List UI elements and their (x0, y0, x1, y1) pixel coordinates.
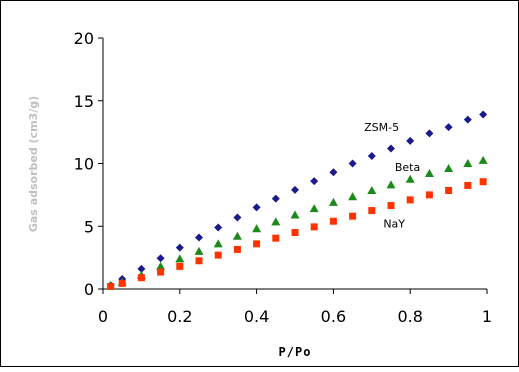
triangle-marker (156, 261, 166, 270)
triangle-marker (424, 169, 434, 178)
y-tick-label: 5 (84, 217, 94, 236)
square-marker (195, 257, 203, 265)
diamond-marker (329, 168, 338, 177)
square-marker (253, 240, 261, 248)
square-marker (233, 245, 241, 253)
series-label: NaY (383, 218, 405, 231)
diamond-marker (406, 136, 415, 145)
square-marker (479, 178, 487, 186)
diamond-marker (387, 144, 395, 153)
square-marker (107, 282, 115, 290)
square-marker (157, 268, 165, 276)
y-tick-label: 10 (74, 155, 94, 174)
diamond-marker (479, 110, 488, 119)
y-tick-label: 20 (74, 29, 94, 48)
diamond-marker (271, 194, 280, 203)
triangle-marker (290, 210, 300, 219)
triangle-marker (328, 197, 338, 206)
series-annotations: ZSM-5 Beta NaY (364, 121, 420, 231)
square-marker (291, 229, 299, 237)
square-marker (349, 212, 357, 220)
square-marker (214, 251, 222, 259)
triangle-marker (252, 224, 262, 233)
diamond-marker (175, 243, 184, 252)
triangle-marker (367, 185, 377, 194)
triangle-marker (194, 246, 204, 255)
x-tick-label: 0.6 (321, 307, 346, 326)
x-tick-label: 0 (98, 307, 108, 326)
diamond-marker (195, 233, 203, 242)
series-nay (107, 178, 487, 290)
diamond-marker (137, 264, 146, 273)
square-marker (464, 181, 472, 189)
diamond-marker (252, 203, 261, 212)
diamond-marker (348, 159, 357, 168)
diamond-marker (214, 223, 223, 232)
diamond-marker (310, 177, 319, 186)
triangle-marker (444, 164, 454, 173)
square-marker (368, 207, 376, 215)
square-marker (329, 217, 337, 225)
square-marker (118, 279, 126, 287)
x-tick-label: 0.2 (167, 307, 192, 326)
triangle-marker (309, 204, 319, 213)
x-tick-labels: 0 0.2 0.4 0.6 0.8 1 (98, 307, 492, 326)
triangle-marker (175, 254, 185, 263)
square-marker (445, 186, 453, 194)
triangle-marker (271, 217, 281, 226)
square-marker (176, 262, 184, 270)
y-tick-label: 0 (84, 280, 94, 299)
series-label: ZSM-5 (364, 121, 399, 134)
diamond-marker (291, 185, 299, 194)
x-tick-label: 0.4 (244, 307, 269, 326)
square-marker (137, 274, 145, 282)
square-marker (406, 196, 414, 204)
square-marker (387, 202, 395, 210)
data-markers (106, 110, 488, 290)
diamond-marker (463, 115, 472, 124)
triangle-marker (213, 239, 223, 248)
triangle-marker (386, 180, 396, 189)
triangle-marker (405, 174, 415, 183)
diamond-marker (156, 254, 165, 263)
triangle-marker (478, 155, 488, 164)
triangle-marker (348, 192, 358, 201)
diamond-marker (367, 151, 376, 160)
square-marker (310, 223, 318, 231)
y-axis-label: Gas adsorbed (cm3/g) (27, 96, 40, 232)
diamond-marker (425, 129, 434, 138)
diamond-marker (233, 213, 242, 222)
triangle-marker (463, 159, 473, 167)
diamond-marker (444, 123, 453, 132)
x-axis-label: P/Po (279, 345, 312, 359)
triangle-marker (232, 231, 242, 240)
y-tick-label: 15 (74, 92, 94, 111)
y-tick-labels: 0 5 10 15 20 (74, 29, 94, 299)
square-marker (425, 191, 433, 199)
x-tick-label: 0.8 (397, 307, 422, 326)
series-label: Beta (395, 161, 420, 174)
x-tick-label: 1 (482, 307, 492, 326)
axes (98, 37, 488, 294)
square-marker (272, 234, 280, 242)
